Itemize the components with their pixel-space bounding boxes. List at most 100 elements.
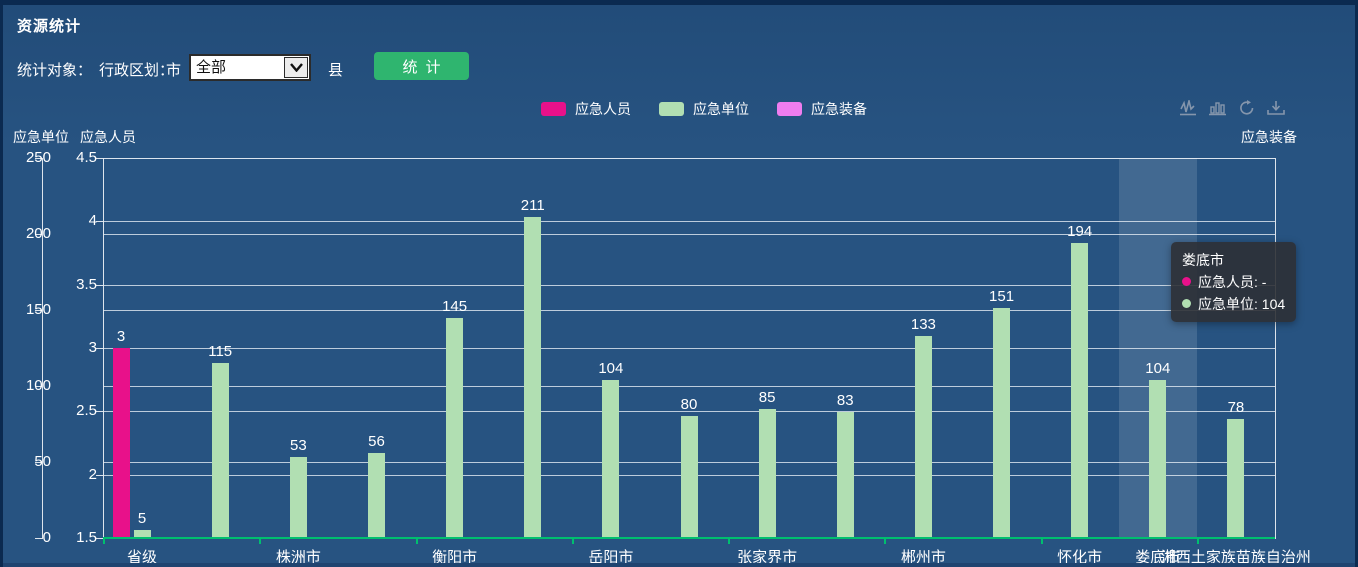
chart-tooltip: 娄底市 应急人员: - 应急单位: 104 xyxy=(1171,242,1297,322)
chart-toolbox xyxy=(1180,100,1285,116)
y-axis-tick xyxy=(96,348,103,349)
statistics-button[interactable]: 统计 xyxy=(374,52,469,80)
x-category-label[interactable]: 岳阳市 xyxy=(588,549,634,566)
unit-bar-value: 194 xyxy=(1067,223,1093,241)
tooltip-row-text: 应急人员: - xyxy=(1198,274,1267,290)
y-axis-tick-label: 4 xyxy=(88,212,97,229)
unit-bar[interactable] xyxy=(1149,379,1167,538)
legend-item-equipment[interactable]: 应急装备 xyxy=(777,99,867,119)
x-axis-tick xyxy=(571,538,574,544)
chart-legend: 应急人员 应急单位 应急装备 xyxy=(541,99,867,119)
y-axis-tick xyxy=(96,285,103,286)
chart-plot-area: 3 5 省级 115 53 株洲市 56 145 衡阳市 211 104 岳阳市 80 85 张家界市 83 1… xyxy=(103,158,1311,566)
unit-bar[interactable] xyxy=(1071,243,1089,538)
unit-bar[interactable] xyxy=(836,411,854,538)
x-category-label[interactable]: 张家界市 xyxy=(737,549,798,566)
unit-bar[interactable] xyxy=(524,217,542,538)
y-axis-tick-label: 150 xyxy=(25,301,51,318)
admin-division-label: 行政区划： xyxy=(99,62,175,79)
y-axis-tick-label: 200 xyxy=(25,225,51,242)
tooltip-title: 娄底市 xyxy=(1182,252,1224,268)
personnel-bar[interactable] xyxy=(112,348,130,538)
x-category-label[interactable]: 郴州市 xyxy=(900,549,946,566)
unit-bar[interactable] xyxy=(993,308,1011,538)
city-select[interactable]: 全部 xyxy=(189,54,311,81)
tooltip-row-text: 应急单位: 104 xyxy=(1198,296,1286,312)
unit-bar[interactable] xyxy=(914,335,932,538)
line-chart-icon[interactable] xyxy=(1180,100,1198,116)
unit-bar[interactable] xyxy=(602,379,620,538)
x-category-label[interactable]: 怀化市 xyxy=(1057,549,1103,566)
county-toggle-label[interactable]: 县 xyxy=(328,62,344,79)
unit-bar[interactable] xyxy=(133,530,151,538)
y-axis-tick-label: 3 xyxy=(88,339,97,356)
unit-bar-value: 80 xyxy=(680,396,698,414)
bottom-border-strip xyxy=(3,563,1355,567)
restore-icon[interactable] xyxy=(1238,100,1256,116)
unit-bar-value: 151 xyxy=(989,288,1015,306)
y-axis-tick xyxy=(96,475,103,476)
unit-bar-value: 5 xyxy=(137,510,147,528)
city-toggle-label[interactable]: 市 xyxy=(166,62,182,79)
y-axis-tick-label: 3.5 xyxy=(76,276,97,293)
unit-bar-value: 53 xyxy=(289,437,307,455)
axis-name-equipment: 应急装备 xyxy=(1241,129,1297,145)
y-axis-tick xyxy=(96,158,103,159)
y-axis-tick-label: 2.5 xyxy=(76,402,97,419)
y-axis-tick-label: 0 xyxy=(42,529,51,546)
y-axis-tick xyxy=(35,310,42,311)
y-axis-tick-label: 250 xyxy=(25,149,51,166)
unit-bar-value: 83 xyxy=(836,391,854,409)
gridline xyxy=(103,348,1275,349)
unit-bar[interactable] xyxy=(758,408,776,538)
gridline xyxy=(103,158,1275,159)
equipment-legend-swatch xyxy=(777,102,802,116)
city-select-value: 全部 xyxy=(196,59,227,76)
x-category-label[interactable]: 娄底市 xyxy=(1135,549,1181,566)
x-category-label[interactable]: 衡阳市 xyxy=(432,549,478,566)
x-axis-tick xyxy=(415,538,418,544)
unit-bar[interactable] xyxy=(1227,419,1245,538)
y-axis-tick xyxy=(96,411,103,412)
axis-name-units: 应急单位 xyxy=(13,129,69,145)
unit-bar-value: 104 xyxy=(598,359,624,377)
x-category-label[interactable]: 省级 xyxy=(127,549,158,566)
gridline xyxy=(103,310,1275,311)
unit-bar[interactable] xyxy=(211,363,229,538)
legend-item-personnel[interactable]: 应急人员 xyxy=(541,99,631,119)
x-axis-tick xyxy=(103,538,105,544)
y-axis-tick xyxy=(35,158,42,159)
tooltip-row-personnel: 应急人员: - xyxy=(1182,271,1285,293)
y-axis-tick-label: 1.5 xyxy=(76,529,97,546)
gridline xyxy=(103,411,1275,412)
unit-bar[interactable] xyxy=(367,452,385,538)
y-axis-tick-label: 100 xyxy=(25,377,51,394)
chevron-down-icon[interactable] xyxy=(284,57,308,78)
gridline xyxy=(103,386,1275,387)
x-category-label[interactable]: 株洲市 xyxy=(275,549,321,566)
save-image-icon[interactable] xyxy=(1267,100,1285,116)
unit-bar[interactable] xyxy=(446,317,464,538)
unit-bar-value: 85 xyxy=(758,388,776,406)
legend-label: 应急装备 xyxy=(811,101,867,117)
personnel-legend-swatch xyxy=(541,102,566,116)
unit-legend-swatch xyxy=(659,102,684,116)
bar-chart-icon[interactable] xyxy=(1209,100,1227,116)
x-axis-tick xyxy=(1040,538,1043,544)
tooltip-row-unit: 应急单位: 104 xyxy=(1182,293,1285,315)
unit-bar-value: 211 xyxy=(520,197,545,215)
legend-label: 应急人员 xyxy=(575,101,631,117)
unit-bar[interactable] xyxy=(289,457,307,538)
unit-bar[interactable] xyxy=(680,416,698,538)
x-axis-line xyxy=(103,537,1275,539)
axis-name-persons: 应急人员 xyxy=(80,129,136,145)
page-title: 资源统计 xyxy=(17,18,82,35)
unit-dot-icon xyxy=(1182,299,1191,308)
x-axis-tick xyxy=(728,538,731,544)
x-category-label[interactable]: 湘西土家族苗族自治州 xyxy=(1160,549,1311,566)
legend-item-unit[interactable]: 应急单位 xyxy=(659,99,749,119)
y-axis-tick-label: 2 xyxy=(88,466,97,483)
unit-bar-value: 145 xyxy=(442,297,468,315)
unit-bar-value: 78 xyxy=(1227,399,1245,417)
